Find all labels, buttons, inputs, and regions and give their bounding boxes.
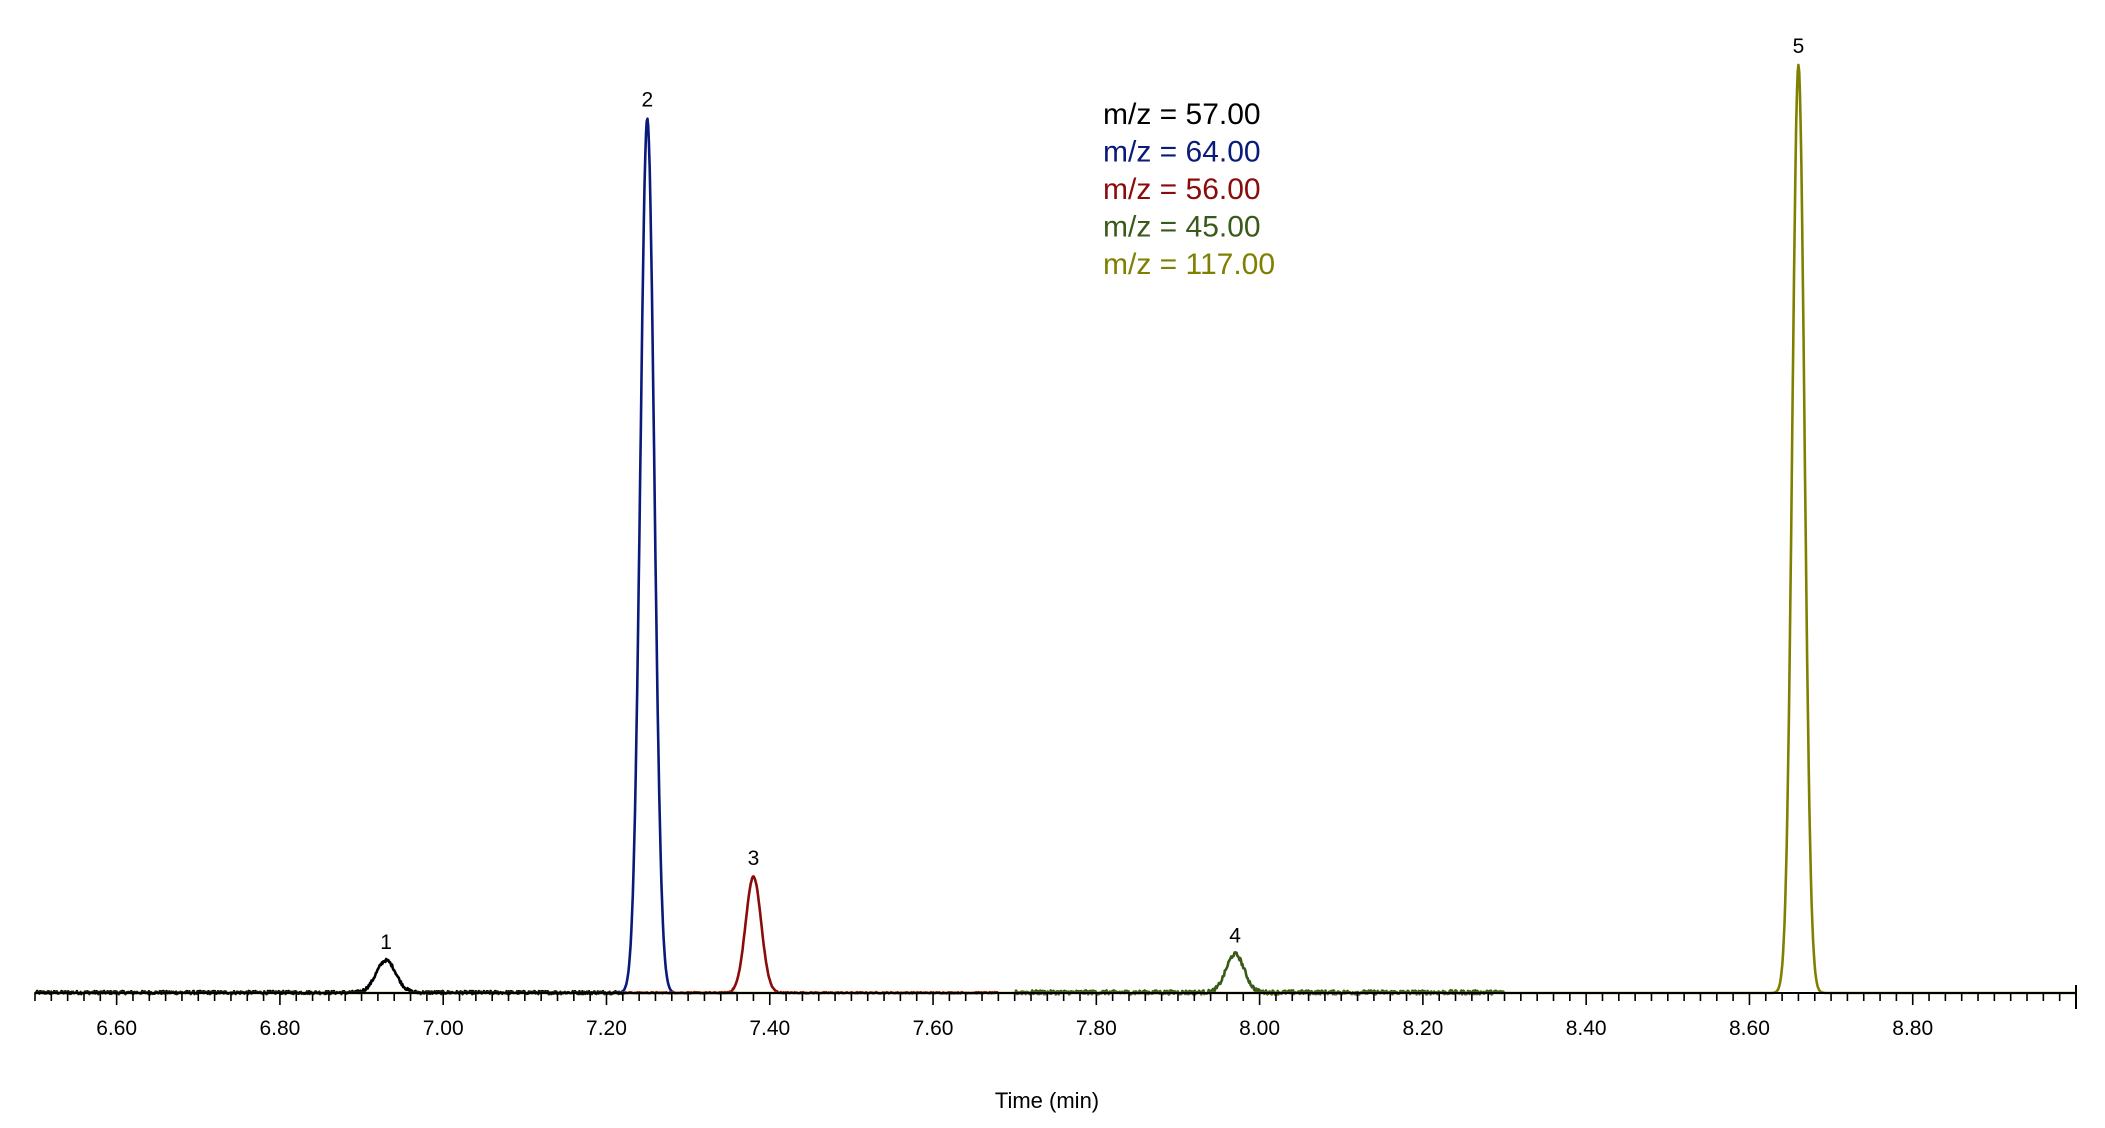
series-line-5 xyxy=(34,63,2076,995)
series-layer xyxy=(33,63,2076,996)
legend-entry: m/z = 56.00 xyxy=(1103,173,1261,206)
x-tick-label: 8.20 xyxy=(1402,1017,1443,1040)
peak-label: 4 xyxy=(1229,925,1241,948)
x-tick-label: 8.40 xyxy=(1566,1017,1607,1040)
x-tick-label: 7.40 xyxy=(749,1017,790,1040)
legend-entry: m/z = 117.00 xyxy=(1103,248,1275,281)
x-tick-label: 7.60 xyxy=(913,1017,954,1040)
x-tick-label: 6.80 xyxy=(259,1017,300,1040)
legend-entry: m/z = 45.00 xyxy=(1103,211,1261,244)
peak-label: 2 xyxy=(641,88,653,111)
x-axis-label: Time (min) xyxy=(995,1088,1099,1113)
x-tick-label: 6.60 xyxy=(96,1017,137,1040)
peak-label: 3 xyxy=(748,847,760,870)
x-tick-label: 8.00 xyxy=(1239,1017,1280,1040)
x-axis: 6.60 6.80 7.00 7.20 7.40 7.60 7.80 8.00 8.20 8.40… xyxy=(34,985,2077,1040)
series-line-1 xyxy=(33,957,624,996)
x-tick-label: 8.60 xyxy=(1729,1017,1770,1040)
x-tick-label: 7.20 xyxy=(586,1017,627,1040)
x-tick-label: 7.80 xyxy=(1076,1017,1117,1040)
legend-entry: m/z = 64.00 xyxy=(1103,136,1261,169)
legend-entry: m/z = 57.00 xyxy=(1103,98,1261,131)
peak-label: 1 xyxy=(380,931,392,954)
series-line-4 xyxy=(1014,950,1506,996)
legend: m/z = 57.00 m/z = 64.00 m/z = 56.00 m/z = 4… xyxy=(1103,98,1275,281)
peak-labels: 1 2 3 4 5 xyxy=(380,35,1804,954)
x-tick-label: 8.80 xyxy=(1892,1017,1933,1040)
series-line-2 xyxy=(589,117,738,995)
peak-label: 5 xyxy=(1793,35,1805,58)
series-line-3 xyxy=(622,875,999,995)
x-tick-label: 7.00 xyxy=(423,1017,464,1040)
